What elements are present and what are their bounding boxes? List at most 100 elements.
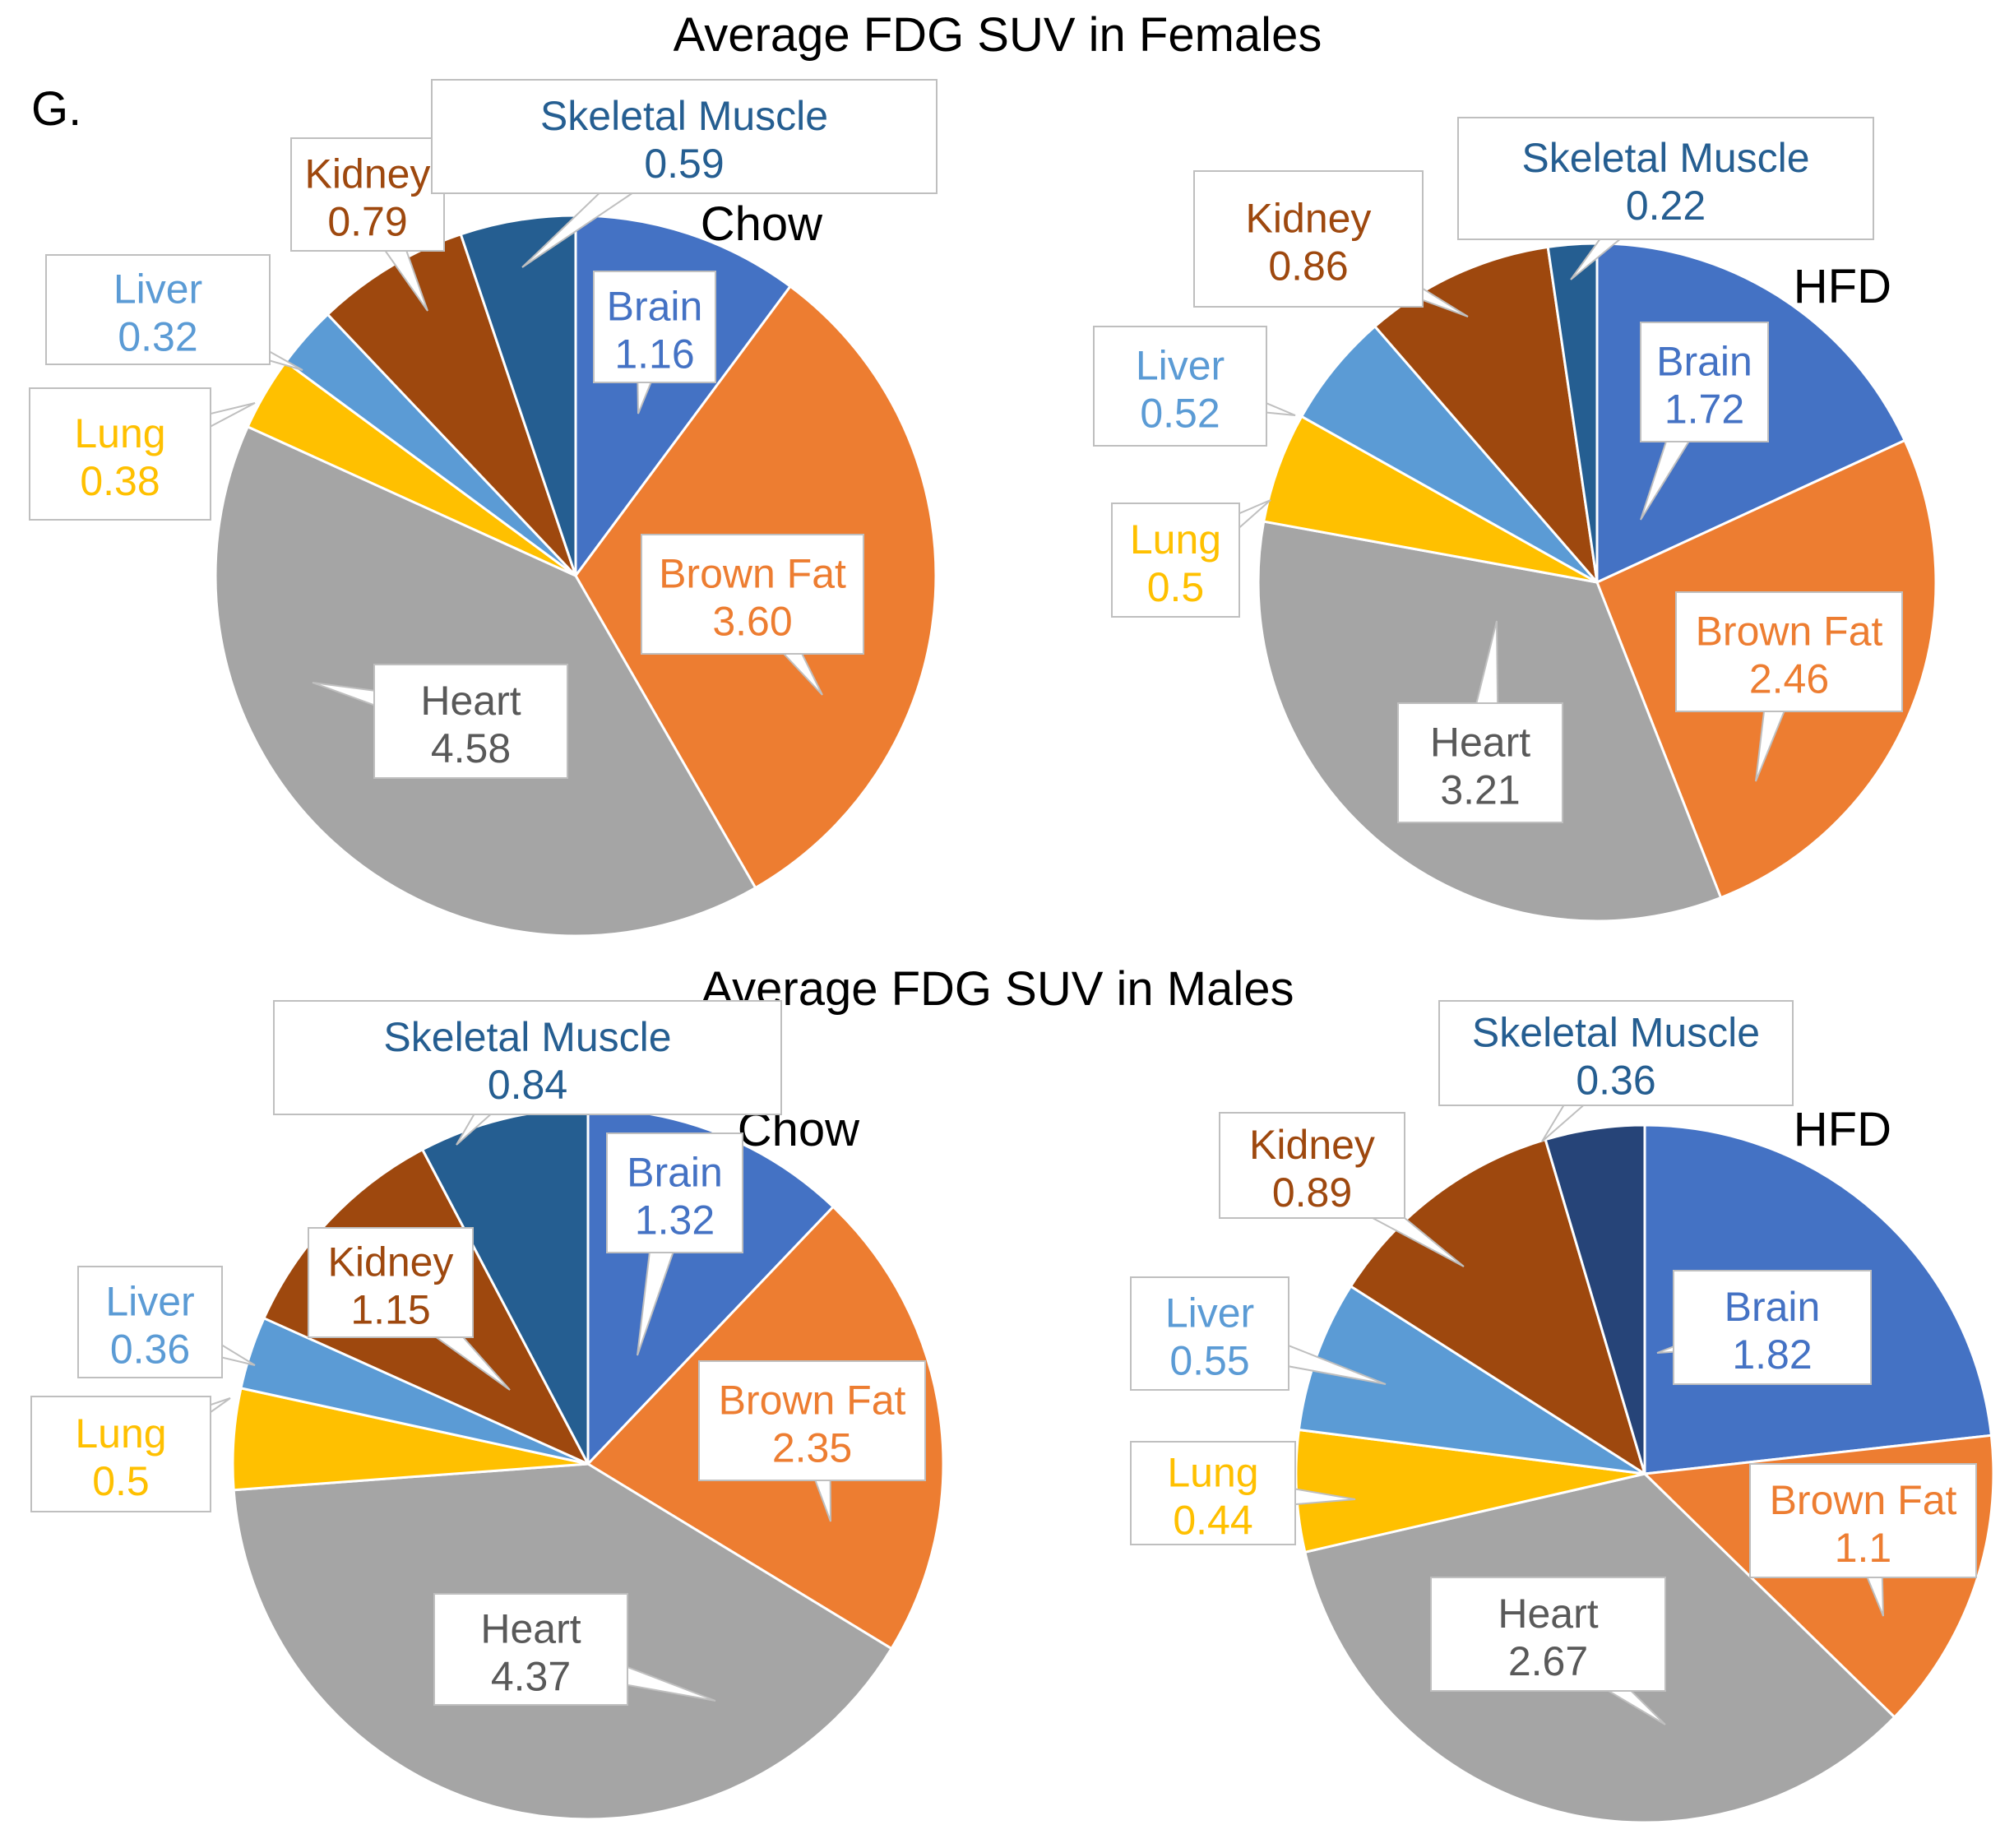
label-category: Heart bbox=[1498, 1591, 1598, 1637]
pie-title: HFD bbox=[1794, 260, 1891, 313]
pie-slice-skeletal-muscle bbox=[459, 214, 577, 577]
label-category: Kidney bbox=[1249, 1122, 1375, 1168]
label-category: Skeletal Muscle bbox=[1521, 135, 1809, 181]
label-value: 0.44 bbox=[1173, 1498, 1252, 1544]
pie-title: Chow bbox=[701, 197, 823, 251]
label-category: Brain bbox=[627, 1150, 723, 1196]
callout-box-fill bbox=[1751, 1465, 1975, 1577]
callout-box-fill bbox=[608, 1134, 742, 1252]
callout-box-fill bbox=[1220, 1114, 1404, 1217]
label-category: Skeletal Muscle bbox=[383, 1014, 671, 1060]
callout-box-fill bbox=[642, 535, 863, 653]
label-value: 4.37 bbox=[491, 1654, 571, 1700]
label-value: 0.36 bbox=[1576, 1058, 1655, 1104]
label-category: Kidney bbox=[1246, 196, 1372, 242]
callout-box-fill bbox=[595, 272, 715, 382]
label-category: Lung bbox=[1130, 516, 1221, 563]
label-value: 1.82 bbox=[1732, 1332, 1812, 1378]
panel-label: G. bbox=[31, 82, 81, 136]
callout-box-fill bbox=[1674, 1271, 1870, 1383]
label-value: 0.89 bbox=[1272, 1169, 1352, 1216]
label-value: 3.60 bbox=[712, 599, 792, 645]
label-value: 0.32 bbox=[118, 314, 197, 360]
pie-title: HFD bbox=[1794, 1103, 1891, 1156]
label-category: Heart bbox=[420, 678, 521, 724]
label-value: 2.67 bbox=[1508, 1638, 1588, 1684]
label-category: Brown Fat bbox=[1696, 609, 1883, 655]
label-value: 0.38 bbox=[80, 458, 160, 504]
callout-box-fill bbox=[47, 256, 269, 364]
callout-box-fill bbox=[1132, 1443, 1294, 1544]
callout-box-fill bbox=[292, 139, 443, 250]
label-category: Liver bbox=[1136, 343, 1225, 389]
label-category: Brain bbox=[1656, 339, 1752, 385]
pie-slice-liver bbox=[1297, 1285, 1646, 1475]
label-category: Skeletal Muscle bbox=[540, 93, 828, 139]
callout-box-fill bbox=[1641, 323, 1767, 441]
label-value: 0.79 bbox=[327, 199, 407, 245]
label-category: Liver bbox=[113, 266, 202, 313]
callout-box-fill bbox=[435, 1595, 627, 1704]
label-category: Lung bbox=[1167, 1450, 1258, 1496]
callout-box-fill bbox=[1440, 1002, 1792, 1105]
label-value: 1.72 bbox=[1664, 387, 1744, 433]
label-category: Heart bbox=[1430, 720, 1530, 766]
label-value: 3.21 bbox=[1440, 767, 1520, 813]
label-category: Lung bbox=[74, 410, 165, 456]
pie-slice-kidney bbox=[326, 233, 577, 577]
label-value: 0.84 bbox=[488, 1062, 567, 1108]
label-value: 2.35 bbox=[772, 1425, 852, 1471]
label-category: Kidney bbox=[328, 1239, 454, 1285]
callout-box-fill bbox=[1095, 327, 1266, 445]
label-value: 1.1 bbox=[1835, 1525, 1892, 1571]
callout-box-fill bbox=[375, 665, 567, 777]
label-value: 1.32 bbox=[635, 1197, 715, 1244]
callout-box-fill bbox=[79, 1267, 221, 1377]
pie-slice-lung bbox=[1262, 415, 1599, 584]
label-value: 0.22 bbox=[1626, 183, 1706, 229]
label-category: Brown Fat bbox=[659, 551, 846, 597]
label-category: Skeletal Muscle bbox=[1472, 1010, 1760, 1056]
label-value: 2.46 bbox=[1749, 656, 1829, 702]
label-category: Liver bbox=[1165, 1290, 1254, 1336]
callout-box-fill bbox=[1399, 704, 1562, 822]
callout-box-fill bbox=[30, 389, 210, 519]
label-value: 1.15 bbox=[350, 1287, 430, 1333]
label-category: Lung bbox=[75, 1410, 166, 1457]
label-category: Kidney bbox=[305, 151, 431, 197]
callout-box-fill bbox=[309, 1229, 472, 1336]
label-category: Brown Fat bbox=[719, 1378, 906, 1424]
pie-slice-kidney bbox=[1350, 1138, 1646, 1475]
callout-box-fill bbox=[275, 1002, 780, 1114]
callout-box-fill bbox=[1113, 504, 1238, 616]
group-title-males: Average FDG SUV in Males bbox=[701, 962, 1294, 1016]
callout-box-fill bbox=[700, 1362, 924, 1480]
